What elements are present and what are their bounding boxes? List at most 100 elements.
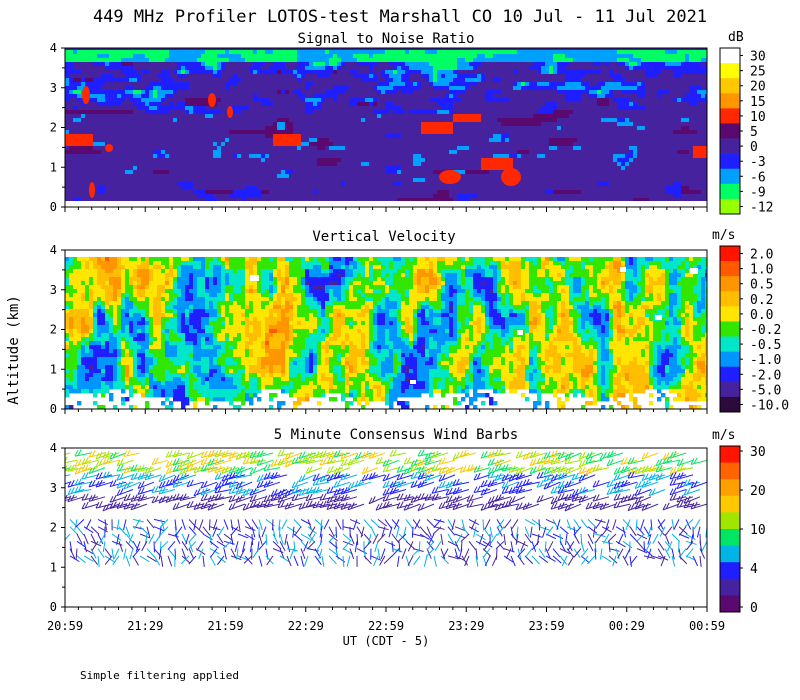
snr-cell: [241, 78, 246, 83]
snr-cell: [313, 134, 318, 139]
snr-cell: [369, 58, 374, 63]
snr-cell: [253, 138, 258, 143]
snr-cell: [449, 82, 454, 87]
snr-cell: [561, 58, 566, 63]
snr-cell: [465, 110, 470, 115]
snr-cell: [289, 94, 294, 99]
snr-cell: [293, 110, 298, 115]
snr-cell: [337, 66, 342, 71]
snr-cell: [525, 70, 530, 75]
snr-cell: [517, 142, 522, 147]
snr-cell: [213, 130, 218, 135]
snr-cell: [109, 90, 114, 95]
snr-cell: [125, 66, 130, 71]
snr-cell: [293, 66, 298, 71]
snr-cell: [473, 194, 478, 199]
snr-cell: [581, 102, 586, 107]
snr-cell: [277, 54, 282, 59]
snr-cell: [417, 66, 422, 71]
snr-cell: [177, 62, 182, 67]
snr-cell: [485, 50, 490, 55]
snr-cell: [465, 114, 470, 119]
snr-cell: [485, 134, 490, 139]
snr-cell: [241, 174, 246, 179]
snr-cell: [429, 54, 434, 59]
snr-cell: [585, 130, 590, 135]
snr-cell: [89, 114, 94, 119]
snr-cell: [445, 154, 450, 159]
snr-cell: [165, 198, 170, 203]
snr-cell: [233, 134, 238, 139]
snr-cell: [529, 182, 534, 187]
snr-cell: [453, 198, 458, 203]
snr-cell: [73, 118, 78, 123]
snr-cell: [357, 182, 362, 187]
snr-cell: [177, 146, 182, 151]
snr-cell: [517, 98, 522, 103]
snr-cell: [545, 186, 550, 191]
snr-cell: [221, 118, 226, 123]
snr-cell: [241, 98, 246, 103]
snr-cell: [549, 114, 554, 119]
snr-cell: [469, 70, 474, 75]
snr-cell: [533, 126, 538, 131]
snr-cell: [109, 194, 114, 199]
snr-cell: [489, 186, 494, 191]
snr-cell: [413, 170, 418, 175]
snr-cell: [157, 186, 162, 191]
snr-cell: [121, 78, 126, 83]
snr-cell: [425, 146, 430, 151]
snr-cell: [321, 82, 326, 87]
snr-cell: [133, 146, 138, 151]
snr-cell: [429, 78, 434, 83]
snr-cell: [449, 198, 454, 203]
snr-cell: [309, 186, 314, 191]
snr-cell: [209, 70, 214, 75]
snr-cell: [89, 70, 94, 75]
snr-cell: [205, 126, 210, 131]
snr-cell: [365, 182, 370, 187]
snr-cell: [477, 98, 482, 103]
snr-cell: [125, 154, 130, 159]
snr-cell: [73, 98, 78, 103]
snr-cell: [405, 50, 410, 55]
snr-cell: [397, 190, 402, 195]
snr-cell: [385, 142, 390, 147]
snr-cell: [93, 142, 98, 147]
snr-cell: [173, 82, 178, 87]
snr-cell: [469, 190, 474, 195]
snr-cell: [157, 162, 162, 167]
snr-cell: [509, 138, 514, 143]
snr-cell: [341, 142, 346, 147]
snr-cell: [197, 50, 202, 55]
snr-cell: [361, 178, 366, 183]
snr-cell: [497, 70, 502, 75]
snr-cell: [457, 114, 462, 119]
snr-cell: [77, 70, 82, 75]
snr-cell: [493, 58, 498, 63]
snr-cell: [457, 122, 462, 127]
snr-cell: [81, 66, 86, 71]
snr-cell: [437, 118, 442, 123]
snr-cell: [221, 74, 226, 79]
snr-cell: [473, 122, 478, 127]
snr-cell: [257, 182, 262, 187]
snr-cell: [329, 58, 334, 63]
snr-cell: [141, 142, 146, 147]
snr-cell: [349, 162, 354, 167]
snr-cell: [297, 82, 302, 87]
snr-cell: [505, 198, 510, 203]
snr-cell: [81, 178, 86, 183]
snr-cell: [469, 78, 474, 83]
snr-cell: [449, 130, 454, 135]
snr-cell: [401, 86, 406, 91]
snr-cell: [277, 78, 282, 83]
snr-cell: [145, 142, 150, 147]
snr-cell: [521, 142, 526, 147]
snr-cell: [153, 162, 158, 167]
snr-cell: [429, 154, 434, 159]
snr-cell: [533, 138, 538, 143]
snr-cell: [481, 98, 486, 103]
snr-cell: [461, 182, 466, 187]
snr-cell: [233, 130, 238, 135]
